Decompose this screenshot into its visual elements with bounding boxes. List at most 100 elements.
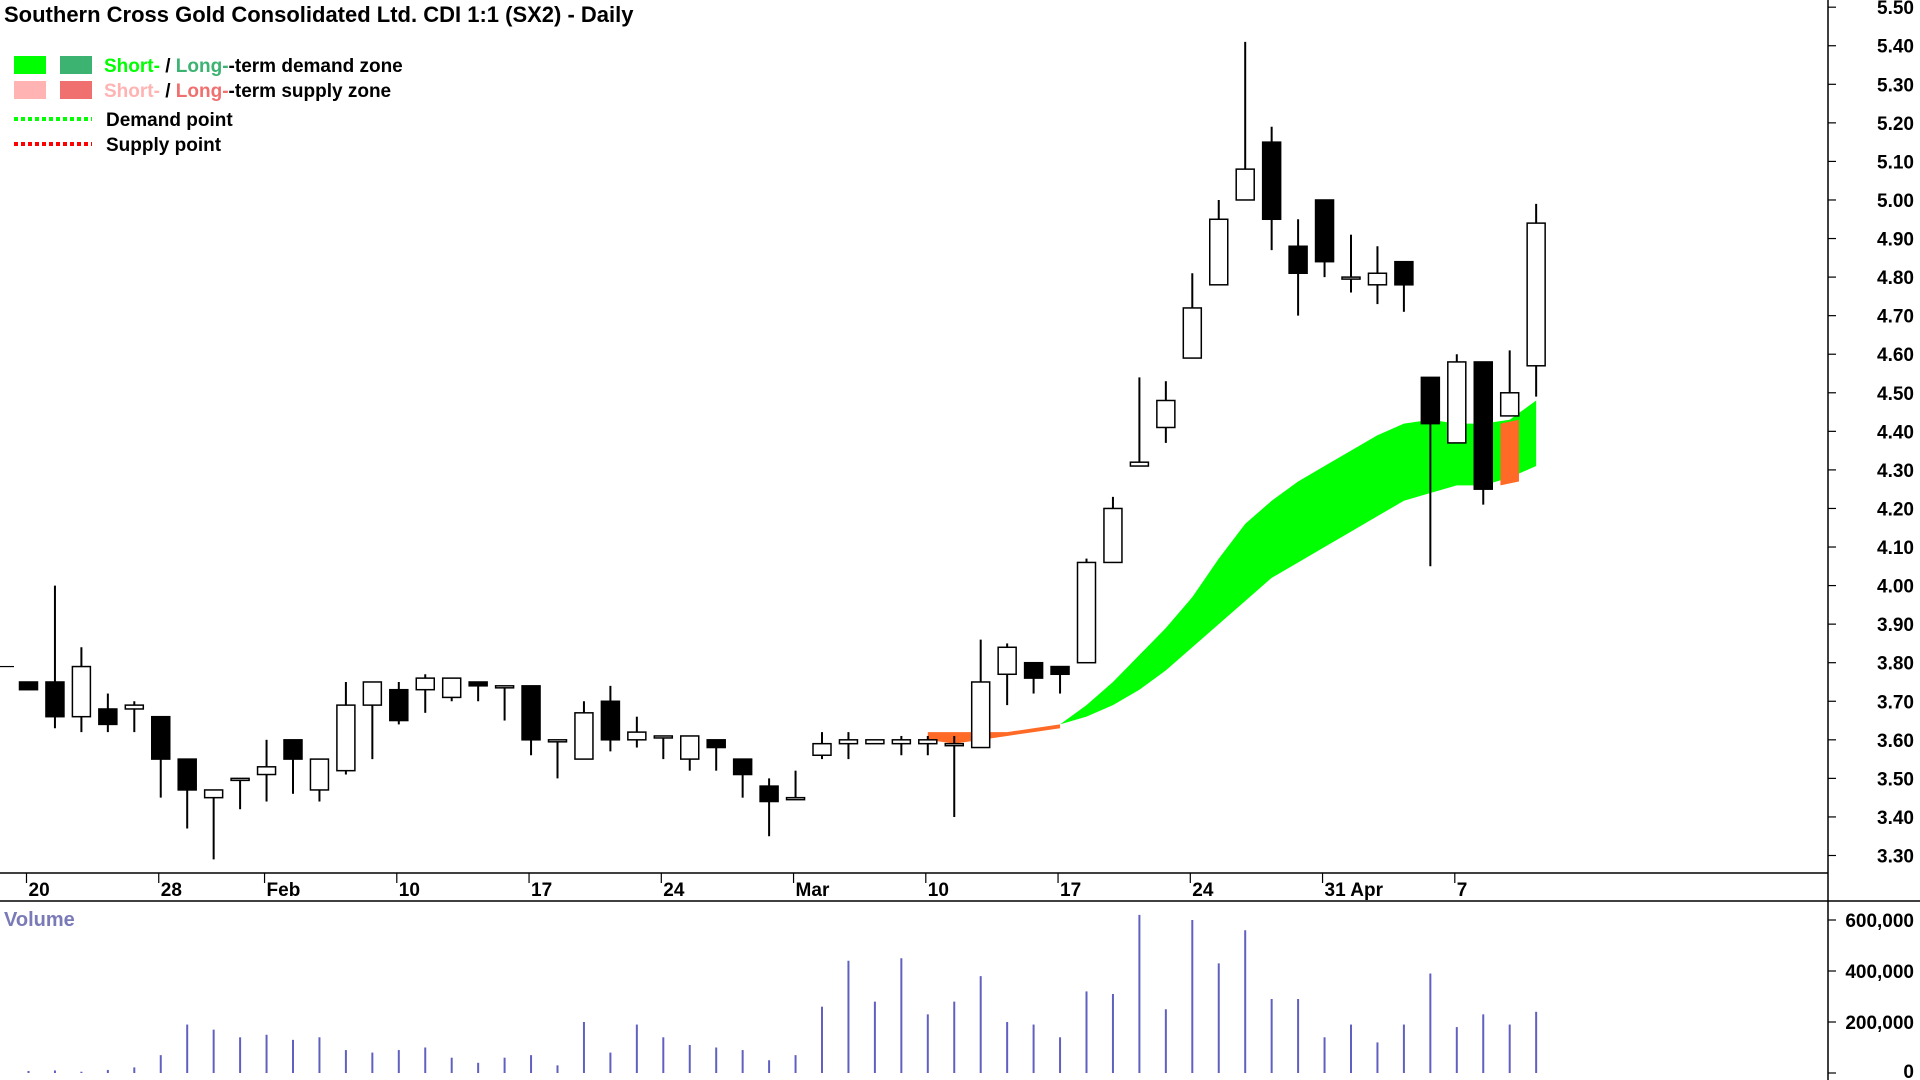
- candle-body: [494, 685, 515, 689]
- price-tick-label: 5.50: [1877, 0, 1914, 19]
- candle-body: [1499, 392, 1520, 417]
- candle-body: [389, 688, 409, 722]
- date-tick-label: 24: [1192, 880, 1214, 901]
- chart-title: Southern Cross Gold Consolidated Ltd. CD…: [4, 2, 634, 27]
- candle-body: [1394, 260, 1414, 286]
- candle-body: [706, 739, 726, 749]
- candle: [1156, 381, 1176, 443]
- price-tick-label: 4.10: [1877, 538, 1914, 559]
- legend-long-text: Long-: [176, 81, 229, 102]
- demand-zone-band: [1060, 400, 1537, 725]
- candle-body: [653, 735, 674, 739]
- candle: [997, 643, 1017, 706]
- candle-body: [98, 708, 118, 726]
- candle-body: [1526, 222, 1546, 367]
- date-tick-label: 10: [399, 880, 420, 901]
- candle-body: [256, 766, 277, 776]
- price-tick-label: 3.90: [1877, 615, 1914, 636]
- price-tick-label: 4.00: [1877, 577, 1914, 598]
- candles: [18, 41, 1546, 860]
- candle: [230, 777, 250, 810]
- candle: [71, 647, 92, 733]
- candle-body: [865, 739, 885, 745]
- candle: [124, 701, 145, 733]
- candle-body: [1288, 245, 1308, 274]
- legend-suffix: -term supply zone: [229, 81, 392, 102]
- price-tick-label: 5.30: [1877, 75, 1914, 96]
- candle: [785, 770, 806, 801]
- candle-body: [970, 681, 991, 749]
- price-tick-label: 4.80: [1877, 268, 1914, 289]
- candle: [547, 739, 568, 779]
- candle-body: [1023, 661, 1044, 679]
- candle-body: [1076, 561, 1097, 664]
- candle: [203, 789, 224, 860]
- price-tick-label: 4.60: [1877, 345, 1914, 366]
- price-tick-label: 5.20: [1877, 114, 1914, 135]
- candle: [1341, 234, 1361, 293]
- price-tick-label: 4.70: [1877, 307, 1914, 328]
- candle: [1526, 203, 1546, 397]
- candle: [1473, 361, 1493, 505]
- candle: [706, 739, 726, 771]
- candle-body: [1314, 199, 1335, 263]
- price-tick-label: 3.80: [1877, 654, 1914, 675]
- date-tick-label: 17: [1060, 880, 1081, 901]
- candle-body: [124, 704, 145, 710]
- date-tick-label: 10: [928, 880, 949, 901]
- price-tick-label: 4.90: [1877, 230, 1914, 251]
- price-tick-label: 3.30: [1877, 847, 1914, 868]
- legend-short-swatch: [14, 56, 46, 74]
- candle: [732, 758, 753, 798]
- candle-body: [627, 731, 647, 741]
- candle-body: [521, 685, 541, 741]
- price-tick-label: 4.50: [1877, 384, 1914, 405]
- candle: [653, 735, 674, 760]
- candle-body: [1103, 507, 1123, 564]
- candle-body: [812, 742, 832, 756]
- price-tick-label: 3.40: [1877, 808, 1914, 829]
- candle: [177, 758, 197, 829]
- candle: [468, 681, 488, 702]
- candle: [759, 778, 779, 837]
- legend-short-text: Short-: [104, 56, 160, 77]
- candle: [1499, 350, 1520, 417]
- candle-body: [441, 677, 462, 699]
- candle: [1367, 246, 1388, 305]
- candle: [944, 735, 964, 817]
- candle-body: [600, 700, 621, 741]
- volume-tick-label: 0: [1903, 1062, 1914, 1080]
- date-tick-label: 24: [663, 880, 685, 901]
- candle: [1129, 377, 1150, 467]
- candle: [309, 758, 330, 802]
- legend-long-text: Long-: [176, 56, 229, 77]
- price-tick-label: 3.70: [1877, 692, 1914, 713]
- candle-body: [230, 777, 250, 782]
- candle: [1103, 496, 1123, 564]
- price-axis: 3.30 3.40 3.50 3.60 3.70 3.80 3.90 4.00 4.10 4.20…: [1828, 0, 1914, 868]
- candle: [1050, 665, 1070, 694]
- price-tick-label: 3.50: [1877, 769, 1914, 790]
- candle: [441, 677, 462, 702]
- candle-body: [918, 739, 938, 745]
- candle-body: [1473, 361, 1493, 490]
- supply-zone-band: [927, 724, 1061, 744]
- supply-zones: [927, 419, 1519, 744]
- candle-body: [997, 646, 1017, 676]
- candle: [891, 735, 912, 756]
- candle-body: [785, 796, 806, 801]
- candle: [1023, 661, 1044, 694]
- volume-tick-label: 200,000: [1845, 1013, 1914, 1034]
- candle-body: [1447, 361, 1467, 444]
- date-tick-label: 17: [531, 880, 552, 901]
- candle-body: [151, 715, 171, 760]
- candle: [1076, 558, 1097, 664]
- candle-body: [1367, 272, 1388, 286]
- candle-body: [838, 739, 859, 745]
- candle: [256, 739, 277, 802]
- supply-zone-band: [1500, 419, 1519, 486]
- candle: [970, 639, 991, 749]
- date-tick-label: 28: [161, 880, 182, 901]
- price-tick-label: 3.60: [1877, 731, 1914, 752]
